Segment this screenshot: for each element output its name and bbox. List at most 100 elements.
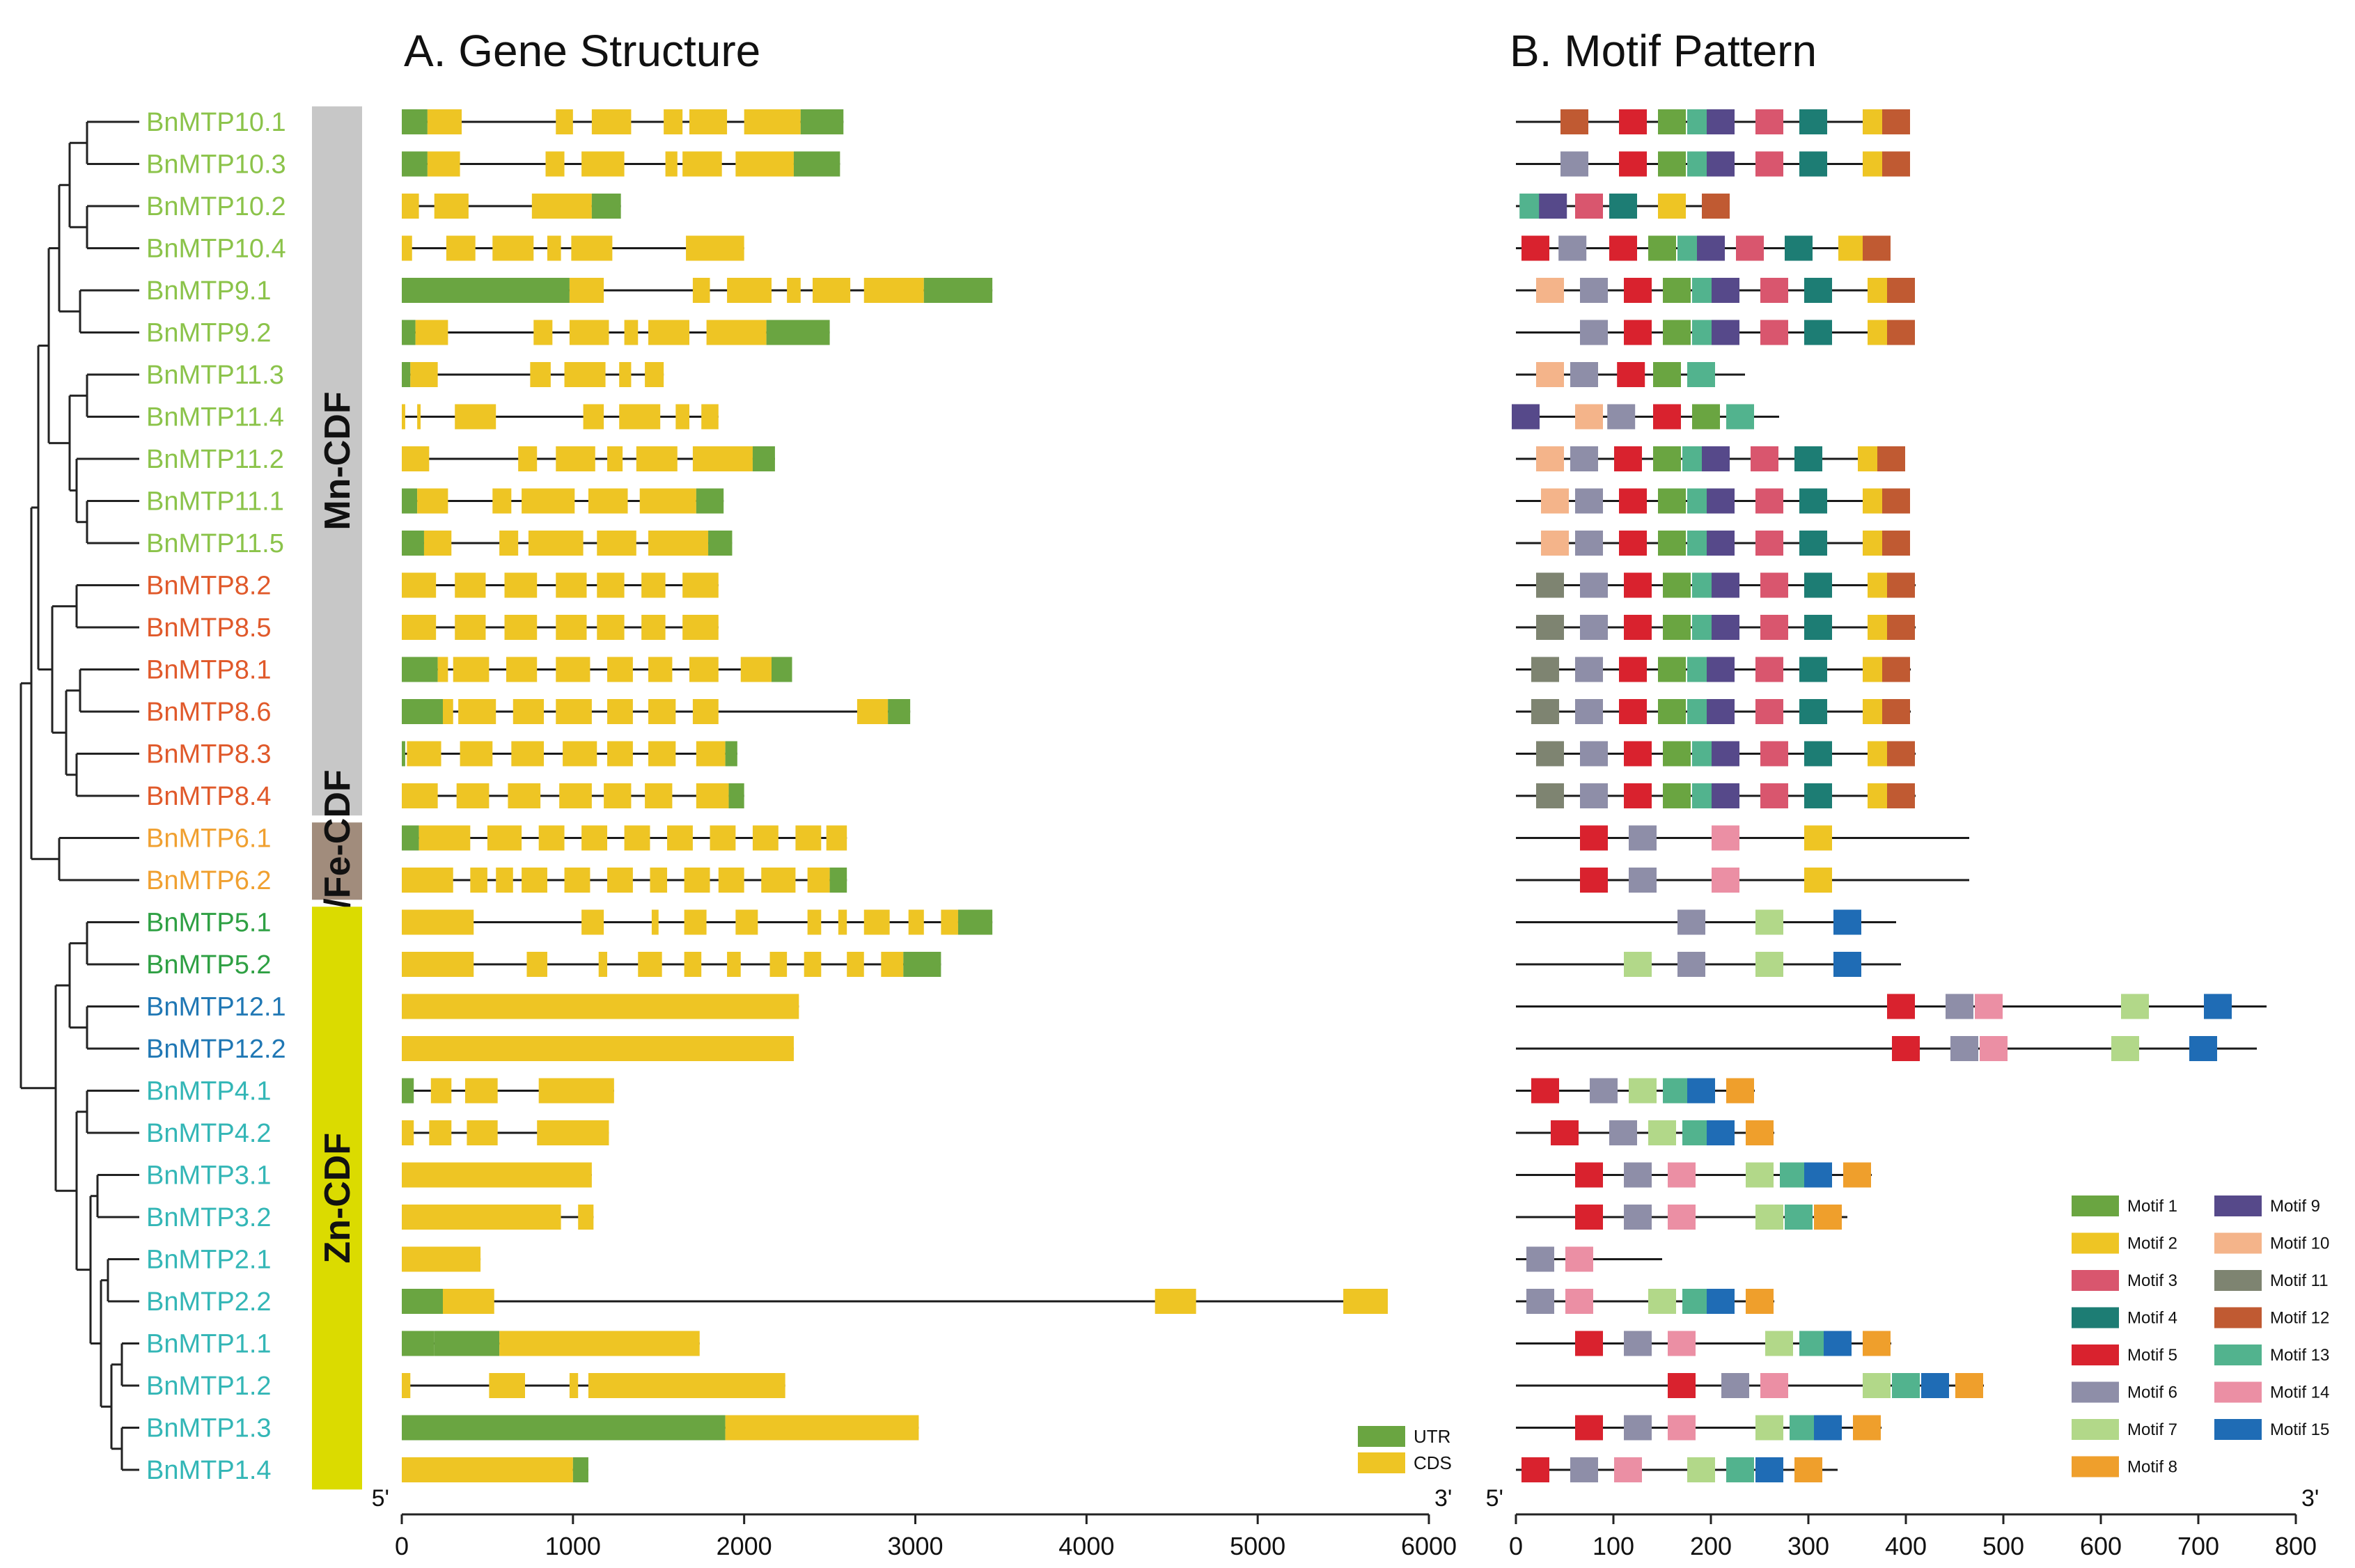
motif-box [1712, 783, 1739, 808]
cds-block [427, 109, 462, 134]
motif-box [1950, 1036, 1978, 1061]
motif-box [1663, 320, 1691, 345]
motif-box [1619, 699, 1647, 724]
gene-label: BnMTP12.2 [146, 1035, 286, 1064]
cds-block [597, 572, 625, 598]
cds-block [402, 1120, 414, 1145]
motif-axis-start: 5' [1486, 1485, 1503, 1512]
gene-label: BnMTP9.1 [146, 276, 272, 306]
utr-block [728, 783, 744, 808]
motif-box [1785, 235, 1813, 261]
motif-box [1531, 657, 1559, 682]
motif-box [1887, 994, 1915, 1019]
motif-box [1565, 1246, 1593, 1272]
gene-label: BnMTP10.3 [146, 150, 286, 180]
cds-block [437, 657, 448, 682]
motif-box [1617, 362, 1645, 387]
gene-label: BnMTP1.1 [146, 1330, 272, 1359]
gene-label: BnMTP8.4 [146, 782, 272, 811]
cds-block [402, 909, 474, 935]
utr-block [402, 320, 416, 345]
motif-legend-swatch [2072, 1195, 2119, 1216]
motif-tick-label: 400 [1885, 1532, 1927, 1560]
gene-label: BnMTP4.2 [146, 1119, 272, 1148]
motif-legend-label: Motif 4 [2127, 1309, 2177, 1328]
gene-tick-label: 5000 [1230, 1532, 1285, 1560]
motif-box [1668, 1331, 1696, 1356]
cds-block [455, 572, 486, 598]
motif-box [1824, 1331, 1852, 1356]
motif-box [1624, 783, 1652, 808]
motif-box [1755, 909, 1783, 935]
motif-box [1921, 1373, 1949, 1398]
cds-block [455, 404, 496, 430]
cds-block [624, 320, 639, 345]
utr-block [772, 657, 792, 682]
cds-block [453, 657, 490, 682]
gene-label: BnMTP4.1 [146, 1077, 272, 1106]
cds-block [533, 320, 553, 345]
cds-block [607, 868, 633, 893]
motif-box [1707, 699, 1735, 724]
motif-box [1755, 699, 1783, 724]
cds-block [941, 909, 958, 935]
motif-box [1707, 1120, 1735, 1145]
utr-block [572, 1457, 588, 1482]
motif-box [1804, 278, 1832, 303]
utr-block [829, 868, 847, 893]
motif-box [1799, 699, 1827, 724]
cds-block [684, 952, 702, 977]
gene-label: BnMTP2.2 [146, 1287, 272, 1317]
gene-label: BnMTP11.2 [146, 445, 284, 474]
cds-block [807, 868, 830, 893]
cds-block [443, 1289, 494, 1314]
cds-block [402, 783, 438, 808]
motif-box [1687, 1457, 1715, 1482]
cds-block [464, 1078, 498, 1104]
cds-block [402, 615, 437, 640]
motif-legend-swatch [2072, 1270, 2119, 1291]
motif-tick-label: 300 [1787, 1532, 1829, 1560]
motif-box [1560, 109, 1588, 134]
utr-block [696, 488, 724, 514]
motif-box [1624, 1205, 1652, 1230]
cds-block [645, 362, 664, 387]
cds-block [638, 952, 662, 977]
cds-block [684, 909, 707, 935]
cds-block [569, 1373, 579, 1398]
motif-box [1624, 572, 1652, 598]
motif-box [1887, 741, 1915, 767]
motif-box [1536, 446, 1564, 471]
cds-block [744, 109, 801, 134]
cds-block [607, 699, 633, 724]
cds-block [667, 825, 693, 851]
utr-block [402, 699, 443, 724]
cds-block [402, 1036, 794, 1061]
cds-block [581, 151, 625, 177]
cds-block [604, 783, 632, 808]
motif-box [1570, 1457, 1598, 1482]
motif-box [1624, 278, 1652, 303]
motif-box [1804, 868, 1832, 893]
motif-box [1668, 1205, 1696, 1230]
motif-tick-label: 600 [2080, 1532, 2122, 1560]
motif-legend-swatch [2072, 1307, 2119, 1328]
cds-block [696, 783, 729, 808]
motif-box [1575, 531, 1603, 556]
gene-tick-label: 3000 [887, 1532, 943, 1560]
utr-block [402, 362, 411, 387]
motif-box [1760, 1373, 1788, 1398]
utr-block [402, 1078, 414, 1104]
motif-box [1541, 488, 1569, 514]
cds-block [838, 909, 847, 935]
motif-box [1755, 488, 1783, 514]
motif-box [1794, 446, 1822, 471]
cds-block [402, 952, 474, 977]
motif-box [1746, 1162, 1774, 1188]
motif-box [1882, 151, 1910, 177]
group-label: Mn-CDF [318, 391, 358, 530]
cds-block [470, 868, 487, 893]
motif-legend-label: Motif 12 [2270, 1309, 2329, 1328]
cds-block [569, 320, 609, 345]
cds-block [682, 572, 719, 598]
